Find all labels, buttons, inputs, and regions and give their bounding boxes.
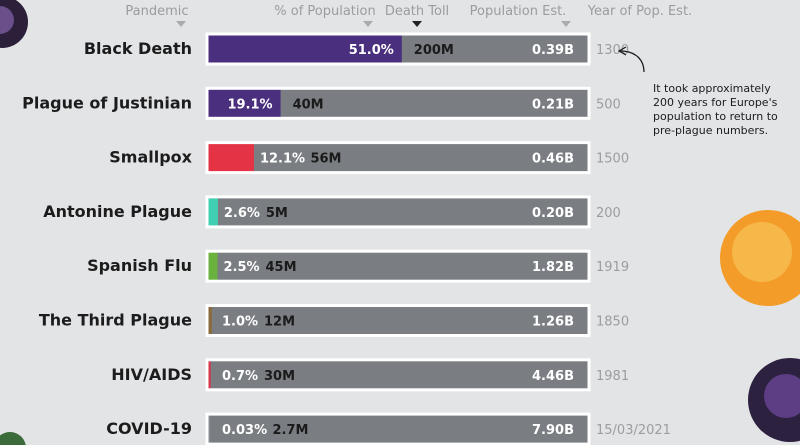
percent-bar bbox=[208, 35, 402, 63]
bar-frame bbox=[205, 412, 591, 445]
bar-frame bbox=[205, 358, 591, 392]
population-est-label: 4.46B bbox=[532, 369, 574, 384]
population-bar bbox=[208, 252, 588, 281]
population-bar bbox=[208, 360, 588, 389]
percent-label: 2.5% bbox=[224, 260, 260, 275]
header-year: Year of Pop. Est. bbox=[587, 4, 692, 19]
population-est-label: 0.20B bbox=[532, 206, 574, 221]
category-label: Spanish Flu bbox=[87, 256, 192, 275]
death-toll-label: 2.7M bbox=[273, 423, 309, 438]
population-est-label: 0.46B bbox=[532, 152, 574, 167]
chart-row: Black Death 51.0% 200M 0.39B 1300 bbox=[84, 32, 629, 66]
population-est-label: 1.82B bbox=[532, 260, 574, 275]
population-est-label: 0.21B bbox=[532, 97, 574, 112]
bar-frame bbox=[205, 32, 591, 66]
year-label: 1500 bbox=[596, 152, 629, 167]
header-percent: % of Population bbox=[274, 4, 375, 19]
year-label: 1919 bbox=[596, 260, 629, 275]
bar-frame bbox=[205, 249, 591, 283]
death-toll-label: 40M bbox=[293, 97, 324, 112]
population-est-label: 7.90B bbox=[532, 423, 574, 438]
category-label: COVID-19 bbox=[106, 419, 192, 438]
header-death-toll: Death Toll bbox=[385, 4, 449, 19]
virus-illustration-bottomright bbox=[748, 358, 800, 442]
death-toll-label: 56M bbox=[310, 152, 341, 167]
percent-bar bbox=[208, 306, 212, 335]
year-label: 1981 bbox=[596, 369, 629, 384]
percent-bar bbox=[208, 360, 211, 389]
bar-frame bbox=[205, 141, 591, 175]
death-toll-label: 5M bbox=[266, 206, 288, 221]
population-est-label: 0.39B bbox=[532, 43, 574, 58]
percent-label: 2.6% bbox=[224, 206, 260, 221]
population-bar bbox=[208, 306, 588, 335]
annotation-line: 200 years for Europe's bbox=[653, 96, 778, 109]
virus-illustration-bottomleft bbox=[0, 432, 26, 445]
virus-illustration-orange bbox=[720, 210, 800, 306]
percent-bar bbox=[208, 252, 218, 281]
chart-row: COVID-19 0.03% 2.7M 7.90B 15/03/2021 bbox=[106, 412, 671, 445]
category-label: Black Death bbox=[84, 39, 192, 58]
annotation-line: It took approximately bbox=[653, 82, 771, 95]
annotation-arrowhead-icon bbox=[617, 46, 627, 56]
annotation: It took approximately 200 years for Euro… bbox=[617, 46, 778, 137]
percent-bar bbox=[208, 197, 218, 226]
percent-bar bbox=[208, 143, 254, 172]
percent-bar bbox=[208, 415, 210, 444]
header-pandemic: Pandemic bbox=[125, 4, 188, 19]
year-label: 1300 bbox=[596, 43, 629, 58]
header-row: Pandemic % of Population Death Toll Popu… bbox=[125, 4, 692, 27]
category-label: HIV/AIDS bbox=[111, 365, 192, 384]
virus-illustration-topleft bbox=[0, 0, 28, 48]
year-label: 200 bbox=[596, 206, 621, 221]
sort-caret-death-toll-icon[interactable] bbox=[412, 21, 422, 27]
chart-row: Antonine Plague 2.6% 5M 0.20B 200 bbox=[43, 195, 621, 229]
annotation-line: population to return to bbox=[653, 110, 778, 123]
chart-row: HIV/AIDS 0.7% 30M 4.46B 1981 bbox=[111, 358, 629, 392]
population-bar bbox=[208, 197, 588, 226]
annotation-arrow bbox=[619, 50, 645, 73]
sort-caret-pop-est-icon[interactable] bbox=[561, 21, 571, 27]
chart-row: The Third Plague 1.0% 12M 1.26B 1850 bbox=[39, 304, 629, 337]
chart-row: Smallpox 12.1% 56M 0.46B 1500 bbox=[109, 141, 629, 175]
sort-caret-pandemic-icon[interactable] bbox=[176, 21, 186, 27]
percent-label: 1.0% bbox=[222, 315, 258, 330]
chart-row: Plague of Justinian 19.1% 40M 0.21B 500 bbox=[22, 86, 621, 120]
sort-caret-percent-icon[interactable] bbox=[363, 21, 373, 27]
year-label: 1850 bbox=[596, 315, 629, 330]
percent-label: 19.1% bbox=[227, 97, 272, 112]
category-label: Antonine Plague bbox=[43, 202, 192, 221]
year-label: 15/03/2021 bbox=[596, 423, 671, 438]
percent-label: 51.0% bbox=[349, 43, 394, 58]
category-label: The Third Plague bbox=[39, 311, 192, 330]
death-toll-label: 200M bbox=[414, 43, 454, 58]
population-bar bbox=[208, 143, 588, 172]
percent-label: 0.7% bbox=[222, 369, 258, 384]
bar-frame bbox=[205, 304, 591, 337]
annotation-line: pre-plague numbers. bbox=[653, 124, 768, 137]
bar-frame bbox=[205, 195, 591, 229]
population-bar bbox=[208, 415, 588, 444]
percent-label: 12.1% bbox=[260, 152, 305, 167]
percent-bar bbox=[208, 89, 281, 118]
bar-frame bbox=[205, 86, 591, 120]
death-toll-label: 45M bbox=[266, 260, 297, 275]
population-est-label: 1.26B bbox=[532, 315, 574, 330]
category-label: Plague of Justinian bbox=[22, 93, 192, 112]
death-toll-label: 30M bbox=[264, 369, 295, 384]
chart-row: Spanish Flu 2.5% 45M 1.82B 1919 bbox=[87, 249, 629, 283]
year-label: 500 bbox=[596, 97, 621, 112]
percent-label: 0.03% bbox=[222, 423, 267, 438]
category-label: Smallpox bbox=[109, 148, 192, 167]
death-toll-label: 12M bbox=[264, 315, 295, 330]
header-pop-est: Population Est. bbox=[470, 4, 567, 19]
